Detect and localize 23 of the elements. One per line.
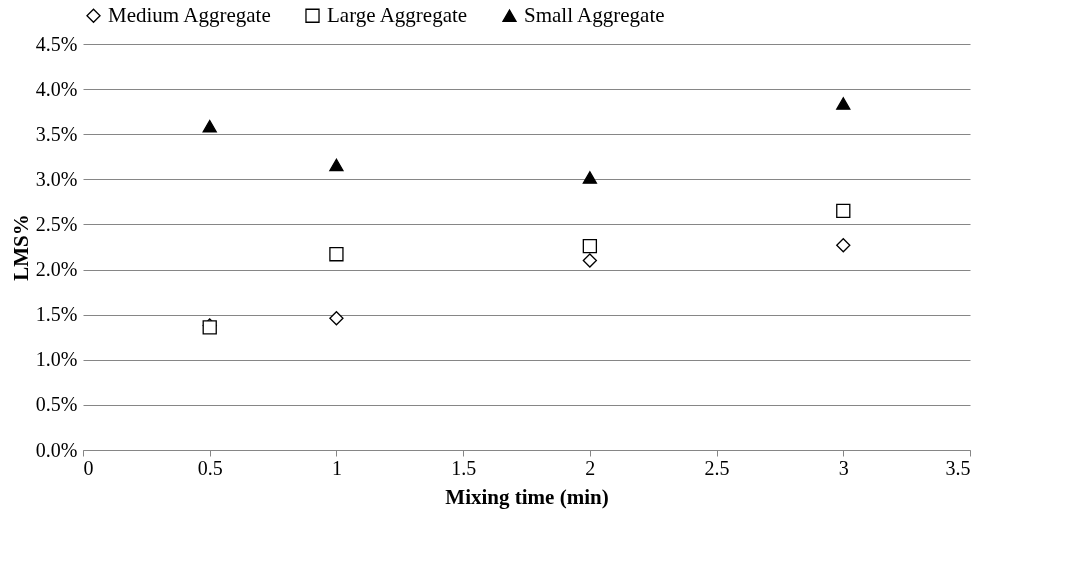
x-tick-label: 2: [585, 456, 596, 479]
y-tick-label: 4.5%: [35, 32, 78, 55]
legend-label: Large Aggregate: [327, 2, 468, 27]
y-tick-label: 0.0%: [35, 438, 78, 461]
y-tick-label: 2.5%: [35, 212, 78, 235]
x-tick-label: 0.5: [197, 456, 223, 479]
x-tick-label: 3.5: [945, 456, 971, 479]
legend-label: Small Aggregate: [524, 2, 665, 27]
x-tick-label: 0: [83, 456, 94, 479]
y-tick-label: 3.0%: [35, 167, 78, 190]
x-tick-label: 1.5: [451, 456, 477, 479]
x-axis-title: Mixing time (min): [445, 484, 609, 509]
y-tick-label: 1.5%: [35, 303, 78, 326]
y-tick-label: 1.0%: [35, 348, 78, 371]
y-tick-label: 2.0%: [35, 258, 78, 281]
y-tick-label: 4.0%: [35, 77, 78, 100]
legend-label: Medium Aggregate: [108, 2, 271, 27]
y-tick-label: 3.5%: [35, 122, 78, 145]
x-tick-label: 2.5: [704, 456, 730, 479]
x-tick-label: 1: [331, 456, 342, 479]
x-tick-label: 3: [838, 456, 849, 479]
y-tick-label: 0.5%: [35, 393, 78, 416]
y-axis-title: LMS%: [8, 214, 33, 281]
